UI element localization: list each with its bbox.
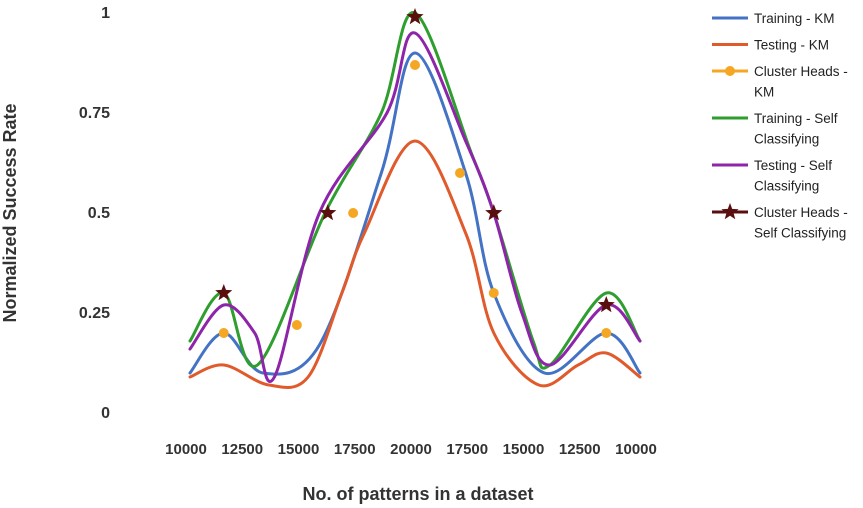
data-point-cluster-heads-km — [455, 168, 465, 178]
legend-label: Testing - KM — [754, 38, 829, 53]
x-tick-label: 10000 — [615, 441, 657, 458]
legend-item: Cluster Heads - Self Classifying — [712, 203, 848, 241]
x-tick-label: 20000 — [390, 441, 432, 458]
x-tick-label: 12500 — [221, 441, 263, 458]
y-tick-label: 1 — [101, 5, 110, 22]
plot-lines — [188, 11, 642, 389]
y-tick-label: 0.75 — [79, 105, 110, 122]
legend-item: Cluster Heads - KM — [712, 64, 848, 100]
x-tick-label: 17500 — [446, 441, 488, 458]
plot-markers — [215, 8, 615, 338]
x-axis-ticks: 10000 12500 15000 17500 20000 17500 15000 12500… — [165, 441, 657, 458]
data-point-cluster-heads-km — [348, 208, 359, 218]
legend-label: Training - Self — [754, 111, 838, 126]
legend-label: Classifying — [754, 132, 819, 147]
legend-label: Self Classifying — [754, 226, 846, 241]
x-axis-title: No. of patterns in a dataset — [302, 484, 533, 504]
data-point-cluster-heads-km — [291, 320, 302, 330]
y-axis-ticks: 0 0.25 0.5 0.75 1 — [79, 5, 110, 422]
data-point-cluster-heads-self-classifying — [319, 204, 337, 221]
legend-label: Training - KM — [754, 11, 835, 26]
legend-item: Testing - KM — [712, 38, 829, 53]
legend-swatch-marker — [725, 66, 735, 76]
legend-label: Classifying — [754, 179, 819, 194]
legend-label: Cluster Heads - — [754, 64, 848, 79]
x-tick-label: 15000 — [278, 441, 320, 458]
x-tick-label: 17500 — [334, 441, 376, 458]
legend-item: Training - KM — [712, 11, 835, 26]
data-point-cluster-heads-self-classifying — [485, 204, 503, 221]
x-tick-label: 12500 — [559, 441, 601, 458]
legend-label: Cluster Heads - — [754, 205, 848, 220]
x-tick-label: 15000 — [503, 441, 545, 458]
y-axis-title: Normalized Success Rate — [0, 103, 20, 322]
legend-label: KM — [754, 85, 774, 100]
series-line-training-km — [188, 51, 642, 376]
data-point-cluster-heads-self-classifying — [406, 8, 424, 25]
series-line-testing-self-classifying — [188, 31, 642, 383]
data-point-cluster-heads-km — [601, 328, 612, 338]
data-point-cluster-heads-self-classifying — [215, 284, 233, 301]
data-point-cluster-heads-self-classifying — [597, 296, 615, 313]
legend-item: Testing - Self Classifying — [712, 158, 832, 194]
legend-label: Testing - Self — [754, 158, 832, 173]
y-tick-label: 0.25 — [79, 305, 110, 322]
legend-item: Training - Self Classifying — [712, 111, 838, 147]
data-point-cluster-heads-km — [488, 288, 499, 298]
data-point-cluster-heads-km — [410, 60, 420, 70]
legend: Training - KM Testing - KM Cluster Heads -… — [712, 11, 848, 241]
y-tick-label: 0 — [101, 405, 110, 422]
series-line-testing-km — [188, 139, 642, 389]
x-tick-label: 10000 — [165, 441, 207, 458]
y-tick-label: 0.5 — [88, 205, 110, 222]
data-point-cluster-heads-km — [218, 328, 229, 338]
legend-swatch-marker — [721, 203, 739, 220]
